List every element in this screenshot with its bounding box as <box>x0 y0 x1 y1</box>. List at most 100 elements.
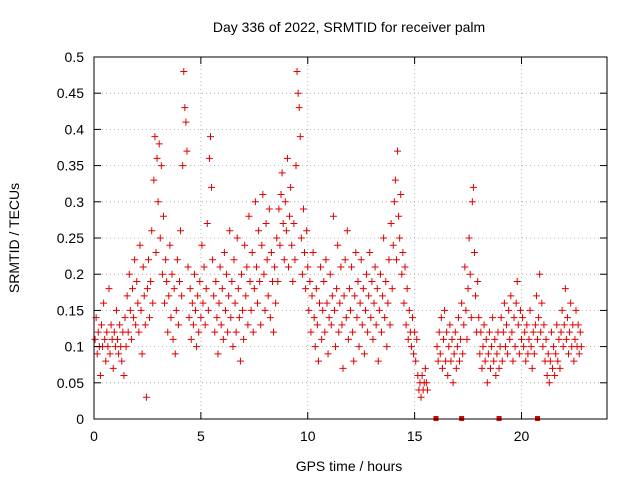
data-point <box>439 335 447 343</box>
data-point <box>157 162 165 170</box>
data-point <box>165 292 173 300</box>
data-point <box>91 335 99 343</box>
data-point <box>137 306 145 314</box>
data-point <box>258 241 266 249</box>
data-point <box>511 343 519 351</box>
data-point <box>260 270 268 278</box>
data-point <box>374 357 382 365</box>
data-point <box>481 357 489 365</box>
data-point <box>385 256 393 264</box>
data-point <box>148 227 156 235</box>
y-tick-label: 0.15 <box>57 302 84 318</box>
data-point <box>389 241 397 249</box>
data-point <box>194 292 202 300</box>
data-point <box>320 277 328 285</box>
data-point <box>292 162 300 170</box>
data-point <box>237 270 245 278</box>
data-point <box>116 321 124 329</box>
data-point <box>130 314 138 322</box>
data-point <box>553 321 561 329</box>
data-point <box>464 285 472 293</box>
data-point <box>505 306 513 314</box>
data-point <box>257 321 265 329</box>
data-point <box>450 350 458 358</box>
data-point <box>352 248 360 256</box>
y-tick-label: 0.3 <box>65 194 85 210</box>
data-point <box>206 133 214 141</box>
data-point <box>327 321 335 329</box>
data-point <box>162 256 170 264</box>
data-point <box>446 321 454 329</box>
data-point <box>239 306 247 314</box>
data-point <box>563 314 571 322</box>
data-point <box>375 306 383 314</box>
data-point <box>304 263 312 271</box>
data-point <box>433 343 441 351</box>
data-point <box>185 314 193 322</box>
data-point <box>213 314 221 322</box>
data-point <box>313 321 321 329</box>
data-point <box>353 314 361 322</box>
data-point <box>518 335 525 343</box>
data-point <box>171 350 179 358</box>
y-tick-label: 0.05 <box>57 375 84 391</box>
data-point <box>343 227 351 235</box>
data-points <box>91 67 585 421</box>
data-point <box>189 321 197 329</box>
data-point <box>520 343 528 351</box>
data-point <box>192 306 200 314</box>
data-point <box>402 321 410 329</box>
data-point <box>388 285 396 293</box>
data-point <box>249 328 257 336</box>
data-point <box>405 306 413 314</box>
data-point <box>386 321 394 329</box>
data-point <box>503 321 511 329</box>
data-point <box>219 335 227 343</box>
data-point <box>467 314 475 322</box>
data-point <box>347 306 354 314</box>
data-point <box>317 263 325 271</box>
data-point <box>437 314 445 322</box>
data-point <box>94 328 102 336</box>
data-point <box>231 299 239 307</box>
data-point <box>491 335 499 343</box>
data-point <box>561 285 569 293</box>
data-point <box>530 350 538 358</box>
data-point <box>565 350 573 358</box>
data-point <box>180 67 188 75</box>
data-point <box>289 277 297 285</box>
data-point <box>399 248 407 256</box>
data-point <box>407 343 415 351</box>
data-point <box>93 350 101 358</box>
data-point <box>216 263 224 271</box>
data-point <box>217 321 225 329</box>
data-point <box>262 220 270 228</box>
data-point <box>164 328 172 336</box>
data-point <box>436 350 444 358</box>
data-point <box>167 314 175 322</box>
data-point <box>370 299 378 307</box>
data-point <box>319 306 327 314</box>
data-point <box>539 343 547 351</box>
data-point <box>377 328 385 336</box>
data-point <box>176 277 183 285</box>
data-point <box>127 335 135 343</box>
data-point <box>444 372 452 380</box>
data-point <box>147 277 155 285</box>
data-point <box>529 328 537 336</box>
data-point <box>349 328 357 336</box>
data-point <box>333 285 341 293</box>
data-point <box>339 364 347 372</box>
data-point <box>201 321 209 329</box>
data-point <box>107 321 115 329</box>
y-tick-label: 0.25 <box>57 230 84 246</box>
data-point <box>575 350 583 358</box>
data-point <box>174 321 182 329</box>
data-point <box>246 277 254 285</box>
data-point <box>504 350 512 358</box>
data-point <box>558 306 566 314</box>
data-point <box>224 328 232 336</box>
data-point <box>447 357 455 365</box>
data-point <box>227 314 235 322</box>
data-point <box>457 335 465 343</box>
